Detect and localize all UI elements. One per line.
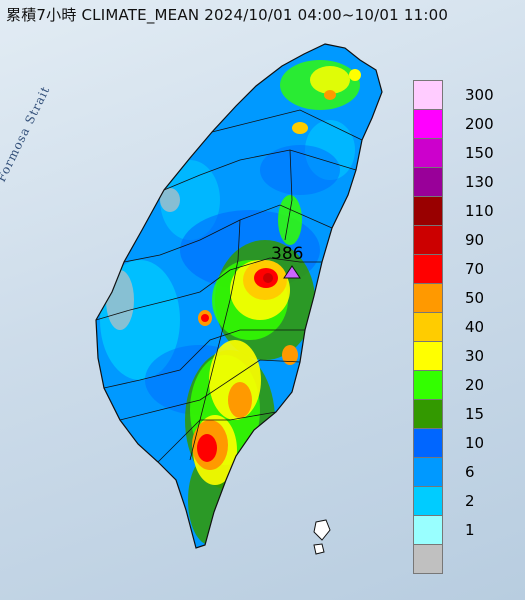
legend-label: 50 [465, 289, 485, 307]
legend-label: 200 [465, 115, 494, 133]
legend-swatch [413, 80, 443, 110]
legend-label: 300 [465, 86, 494, 104]
orchid-island [313, 543, 325, 555]
rainfall-legend: 300 200 150 130 110 90 70 50 40 30 20 15 10 6 2 1 [413, 80, 523, 574]
legend-label: 70 [465, 260, 485, 278]
legend-swatch [413, 370, 443, 400]
legend-swatch [413, 544, 443, 574]
legend-label: 130 [465, 173, 494, 191]
legend-label: 150 [465, 144, 494, 162]
legend-label: 20 [465, 376, 485, 394]
map-title: 累積7小時 CLIMATE_MEAN 2024/10/01 04:00~10/0… [6, 6, 449, 24]
legend-swatch [413, 515, 443, 545]
island-outline [95, 43, 383, 549]
legend-swatch [413, 225, 443, 255]
legend-swatch [413, 167, 443, 197]
legend-swatch [413, 109, 443, 139]
legend-label: 10 [465, 434, 485, 452]
legend-label: 40 [465, 318, 485, 336]
legend-label: 110 [465, 202, 494, 220]
legend-swatch [413, 457, 443, 487]
legend-label: 1 [465, 521, 475, 539]
legend-swatch [413, 254, 443, 284]
legend-swatch [413, 283, 443, 313]
legend-swatch [413, 428, 443, 458]
legend-label: 90 [465, 231, 485, 249]
legend-label: 30 [465, 347, 485, 365]
legend-swatch [413, 399, 443, 429]
legend-swatch [413, 341, 443, 371]
legend-label: 6 [465, 463, 475, 481]
max-value-label: 386 [271, 244, 304, 264]
legend-label: 2 [465, 492, 475, 510]
legend-swatch [413, 312, 443, 342]
legend-swatch [413, 196, 443, 226]
green-island [313, 519, 331, 541]
county-boundaries [95, 109, 363, 463]
legend-swatch [413, 138, 443, 168]
legend-label: 15 [465, 405, 485, 423]
max-station-marker [283, 265, 301, 279]
legend-swatch [413, 486, 443, 516]
